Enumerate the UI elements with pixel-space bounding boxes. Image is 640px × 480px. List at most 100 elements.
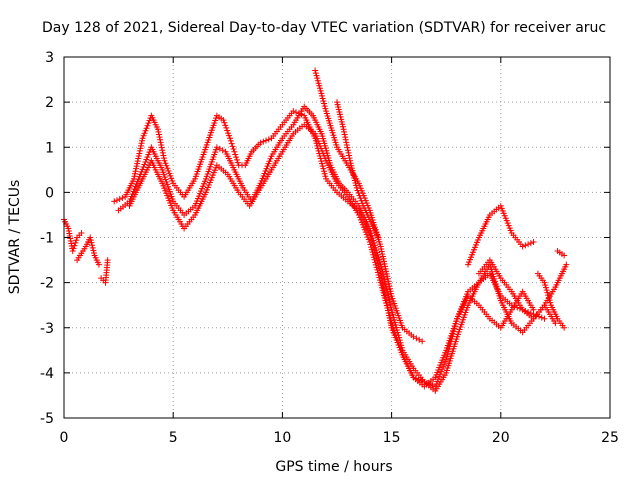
data-point bbox=[160, 155, 167, 162]
data-point bbox=[95, 261, 102, 268]
data-point bbox=[381, 279, 388, 286]
data-point bbox=[135, 155, 142, 162]
data-point bbox=[541, 315, 548, 322]
data-point bbox=[132, 168, 139, 175]
data-point bbox=[318, 92, 325, 99]
data-point bbox=[522, 242, 529, 249]
axis-ticks: 0 5 10 15 20 25 -5 -4 -3 -2 -1 0 1 2 3 bbox=[40, 50, 619, 446]
data-point bbox=[547, 299, 554, 306]
data-point bbox=[322, 173, 329, 180]
data-point bbox=[386, 296, 393, 303]
data-point bbox=[87, 237, 94, 244]
data-point bbox=[226, 132, 233, 139]
data-point bbox=[314, 75, 321, 82]
data-point bbox=[541, 279, 548, 286]
data-point bbox=[229, 143, 236, 150]
data-point bbox=[378, 282, 385, 289]
data-point bbox=[162, 160, 169, 167]
data-point bbox=[379, 284, 386, 291]
data-point bbox=[221, 119, 228, 126]
data-point bbox=[340, 126, 347, 133]
data-point bbox=[390, 314, 397, 321]
data-point bbox=[135, 152, 142, 159]
data-point bbox=[345, 149, 352, 156]
y-tick-label: -2 bbox=[40, 276, 54, 292]
y-tick-label: 0 bbox=[45, 185, 54, 201]
data-points bbox=[61, 67, 570, 394]
data-point bbox=[341, 128, 348, 135]
data-point bbox=[343, 139, 350, 146]
data-point bbox=[143, 125, 150, 132]
data-point bbox=[233, 154, 240, 161]
data-point bbox=[216, 145, 223, 152]
data-point bbox=[382, 297, 389, 304]
x-tick-label: 15 bbox=[383, 430, 401, 446]
x-axis-label: GPS time / hours bbox=[275, 459, 392, 475]
data-point bbox=[166, 170, 173, 177]
data-point bbox=[140, 132, 147, 139]
data-point bbox=[70, 245, 77, 252]
data-point bbox=[391, 316, 398, 323]
data-point bbox=[133, 163, 140, 170]
data-point bbox=[538, 314, 545, 321]
data-point bbox=[320, 97, 327, 104]
data-point bbox=[89, 242, 96, 249]
data-point bbox=[321, 168, 328, 175]
data-point bbox=[293, 109, 300, 116]
y-axis-label: SDTVAR / TECUs bbox=[7, 180, 23, 295]
data-point bbox=[73, 237, 80, 244]
data-point bbox=[386, 312, 393, 319]
data-point bbox=[381, 294, 388, 301]
x-tick-label: 25 bbox=[601, 430, 619, 446]
data-point bbox=[376, 274, 383, 281]
data-point bbox=[320, 165, 327, 172]
data-point bbox=[165, 167, 172, 174]
data-point bbox=[316, 82, 323, 89]
data-point bbox=[368, 244, 375, 251]
data-point bbox=[389, 311, 396, 318]
data-point bbox=[530, 306, 537, 313]
data-point bbox=[159, 147, 166, 154]
data-point bbox=[155, 128, 162, 135]
y-tick-label: 3 bbox=[45, 50, 54, 66]
data-point bbox=[158, 141, 165, 148]
data-point bbox=[263, 137, 270, 144]
data-point bbox=[342, 134, 349, 141]
data-point bbox=[111, 198, 118, 205]
data-point bbox=[88, 239, 95, 246]
data-point bbox=[134, 160, 141, 167]
data-point bbox=[346, 152, 353, 159]
data-point bbox=[230, 146, 237, 153]
data-point bbox=[319, 163, 326, 170]
data-point bbox=[392, 319, 399, 326]
data-point bbox=[312, 67, 319, 74]
data-point bbox=[89, 244, 96, 251]
x-tick-label: 10 bbox=[273, 430, 291, 446]
x-tick-label: 0 bbox=[60, 430, 69, 446]
data-point bbox=[375, 234, 382, 241]
data-point bbox=[220, 117, 227, 124]
data-point bbox=[525, 241, 532, 248]
data-point bbox=[222, 122, 229, 129]
data-point bbox=[343, 141, 350, 148]
data-point bbox=[367, 241, 374, 248]
data-point bbox=[392, 321, 399, 328]
data-point bbox=[156, 134, 163, 141]
data-point bbox=[376, 277, 383, 284]
data-point bbox=[257, 139, 264, 146]
data-point bbox=[542, 282, 549, 289]
data-point bbox=[358, 197, 365, 204]
data-point bbox=[563, 261, 570, 268]
data-point bbox=[530, 239, 537, 246]
x-tick-label: 5 bbox=[169, 430, 178, 446]
data-point bbox=[161, 157, 168, 164]
data-point bbox=[372, 261, 379, 268]
data-point bbox=[386, 299, 393, 306]
chart-title: Day 128 of 2021, Sidereal Day-to-day VTE… bbox=[42, 20, 606, 36]
data-point bbox=[167, 172, 174, 179]
data-point bbox=[157, 139, 164, 146]
data-point bbox=[168, 175, 175, 182]
data-point bbox=[138, 140, 145, 147]
data-point bbox=[131, 173, 138, 180]
